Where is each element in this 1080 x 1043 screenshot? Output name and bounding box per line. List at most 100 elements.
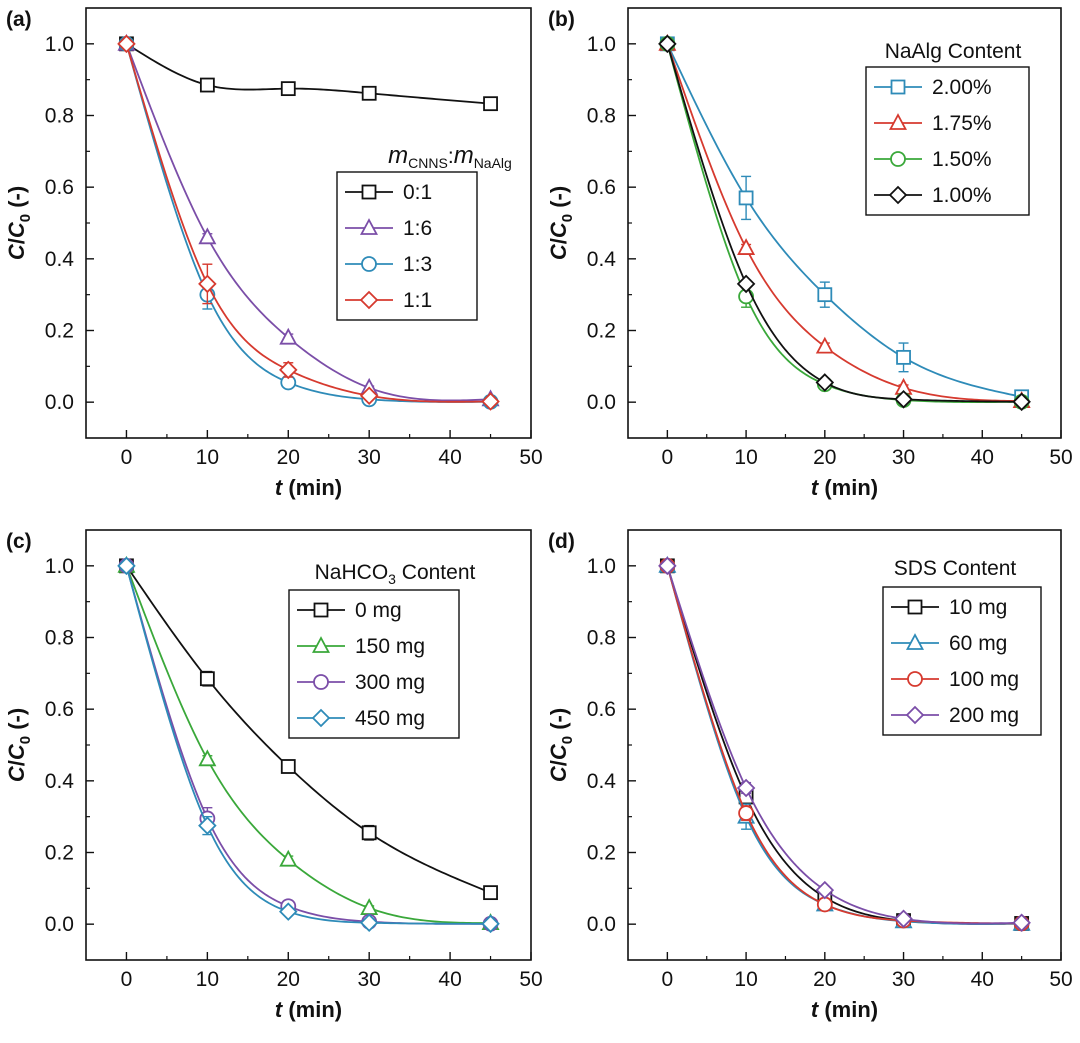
legend-swatch-marker <box>907 671 923 687</box>
legend-swatch-marker <box>907 599 923 615</box>
y-tick-label: 0.8 <box>587 627 616 650</box>
legend-title-m: m <box>388 142 408 169</box>
legend-swatch-marker <box>888 113 908 130</box>
y-axis-title-sub: 0 <box>17 214 34 222</box>
x-tick-label: 50 <box>519 446 542 469</box>
legend-entry: 1.00% <box>932 184 992 207</box>
x-tick-label: 30 <box>358 446 381 469</box>
legend-title-pre: NaHCO <box>315 561 389 584</box>
x-axis-title-unit: (min) <box>818 475 878 500</box>
y-tick-label: 0.8 <box>587 105 616 128</box>
legend: NaAlg Content 2.00% 1.75% 1.50% 1.00% <box>865 40 1030 216</box>
y-tick-label: 0.6 <box>587 698 616 721</box>
x-axis-title-symbol: t <box>275 997 284 1022</box>
data-point <box>198 749 217 767</box>
x-tick-label: 10 <box>734 446 757 469</box>
y-tick-label: 0.8 <box>45 105 74 128</box>
legend-entry: 0 mg <box>355 599 402 622</box>
series-line <box>125 565 491 925</box>
legend-swatch-marker <box>311 708 331 728</box>
data-point <box>815 336 834 354</box>
data-point <box>1012 913 1031 933</box>
legend-entry: 300 mg <box>355 671 425 694</box>
series-4 <box>117 34 500 411</box>
data-point <box>279 327 298 345</box>
x-axis-title: t (min) <box>275 997 342 1022</box>
y-axis-title-unit: (-) <box>546 708 571 736</box>
data-point <box>278 360 298 380</box>
legend-title: mCNNS:mNaAlg <box>388 142 512 171</box>
y-axis-title-sep: / <box>4 760 29 766</box>
panel-d: (d) 0 10 20 30 40 50 0.0 0.2 0.4 0.6 0.8 1.0 t (min) C… <box>546 529 1073 1022</box>
y-axis-title-c0: C <box>546 743 571 760</box>
x-axis-title-unit: (min) <box>818 997 878 1022</box>
legend: NaHCO3 Content 0 mg 150 mg 300 mg 450 mg <box>288 561 476 739</box>
x-tick-label: 40 <box>971 968 994 991</box>
y-tick-label: 0.6 <box>587 176 616 199</box>
x-axis-title: t (min) <box>811 997 878 1022</box>
series-4 <box>658 556 1031 933</box>
x-tick-label: 30 <box>892 446 915 469</box>
data-point <box>483 96 498 112</box>
legend-box <box>336 171 478 321</box>
y-tick-label: 0.0 <box>587 391 616 414</box>
y-tick-label: 0.4 <box>45 770 75 793</box>
y-tick-label: 0.2 <box>587 320 616 343</box>
data-point <box>481 914 500 934</box>
legend-swatch-marker <box>359 290 379 310</box>
x-tick-label: 20 <box>813 968 836 991</box>
series-line <box>666 43 1022 402</box>
y-axis-title-sep: / <box>546 760 571 766</box>
y-axis-title-c0: C <box>4 743 29 760</box>
data-point <box>736 274 756 294</box>
data-point <box>198 227 217 245</box>
y-tick-label: 1.0 <box>587 555 616 578</box>
x-tick-label: 10 <box>196 968 219 991</box>
y-tick-label: 0.2 <box>45 320 74 343</box>
x-tick-label: 20 <box>277 968 300 991</box>
y-tick-label: 0.6 <box>45 176 74 199</box>
x-tick-label: 0 <box>121 446 133 469</box>
legend-entry: 1.50% <box>932 148 992 171</box>
legend-swatch-marker <box>890 79 906 95</box>
legend-swatch-marker <box>888 185 908 205</box>
x-tick-label: 30 <box>358 968 381 991</box>
y-tick-label: 0.6 <box>45 698 74 721</box>
x-tick-label: 40 <box>971 446 994 469</box>
series-line <box>125 43 491 403</box>
series-4 <box>658 34 1031 412</box>
y-tick-label: 0.8 <box>45 627 74 650</box>
legend-swatch-marker <box>905 633 925 650</box>
data-point <box>481 392 500 411</box>
data-point <box>199 671 215 687</box>
x-tick-label: 40 <box>438 968 461 991</box>
legend-swatch-marker <box>905 705 925 725</box>
x-tick-label: 20 <box>277 446 300 469</box>
data-point <box>361 825 377 841</box>
legend-entry: 10 mg <box>949 596 1007 619</box>
legend-entry: 100 mg <box>949 668 1019 691</box>
legend-entry: 150 mg <box>355 635 425 658</box>
legend-swatch-marker <box>361 184 377 200</box>
legend-entry: 450 mg <box>355 707 425 730</box>
legend-title-m: m <box>454 142 474 169</box>
data-point <box>278 902 298 921</box>
legend-entry: 2.00% <box>932 76 992 99</box>
y-tick-label: 0.0 <box>45 391 74 414</box>
data-point <box>117 556 136 576</box>
y-axis-title-c: C <box>4 243 29 260</box>
x-tick-label: 0 <box>662 446 674 469</box>
legend-swatch-marker <box>313 674 329 690</box>
y-axis-title-c: C <box>546 765 571 782</box>
legend-entry: 1:1 <box>403 289 432 312</box>
data-point <box>1012 392 1031 412</box>
y-axis-title: C/C0 (-) <box>546 708 576 782</box>
panel-label: (d) <box>548 530 575 553</box>
series-line <box>125 565 491 924</box>
data-point <box>280 759 296 774</box>
y-axis-title: C/C0 (-) <box>546 186 576 260</box>
legend-entry: 200 mg <box>949 704 1019 727</box>
data-point <box>280 81 296 97</box>
y-axis-title-sub: 0 <box>559 736 576 744</box>
y-tick-label: 0.0 <box>45 913 74 936</box>
